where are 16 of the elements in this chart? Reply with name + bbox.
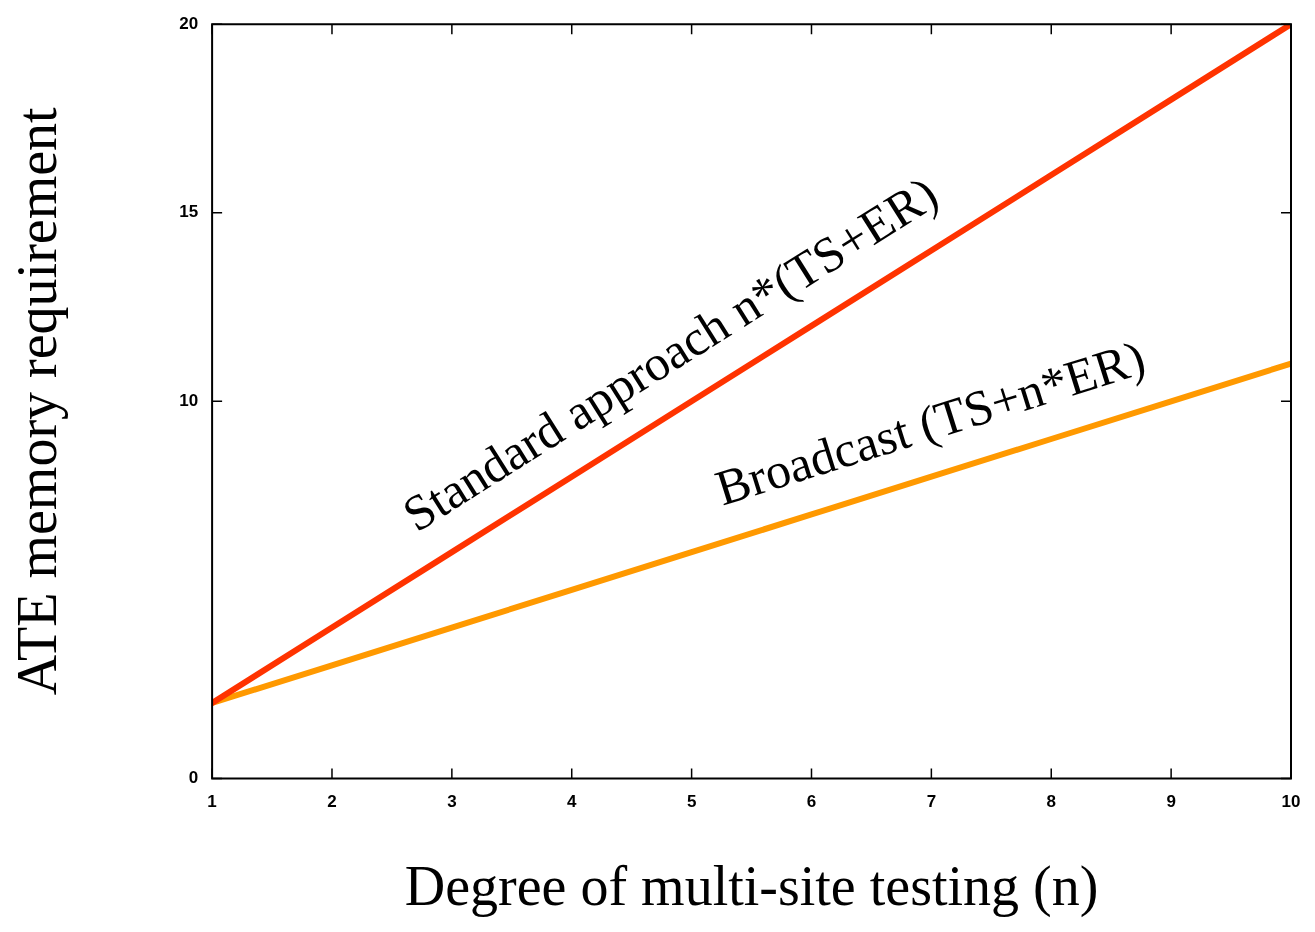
x-tick-label: 3 [447,792,457,812]
y-tick-label: 10 [179,390,199,410]
y-tick-label: 15 [179,202,199,222]
x-tick-label: 9 [1166,792,1176,812]
x-tick-label: 10 [1281,792,1301,812]
x-tick-label: 6 [806,792,817,812]
x-tick-label: 8 [1046,792,1056,812]
x-tick-label: 7 [926,792,937,812]
x-tick-label: 2 [327,792,337,812]
x-tick-label: 4 [567,792,578,812]
x-axis-title: Degree of multi-site testing (n) [404,855,1099,919]
x-tick-label: 5 [686,792,697,812]
y-axis-title: ATE memory requirement [6,106,69,696]
y-tick-label: 20 [179,13,199,33]
y-tick-label: 0 [188,768,199,788]
x-tick-label: 1 [207,792,217,812]
